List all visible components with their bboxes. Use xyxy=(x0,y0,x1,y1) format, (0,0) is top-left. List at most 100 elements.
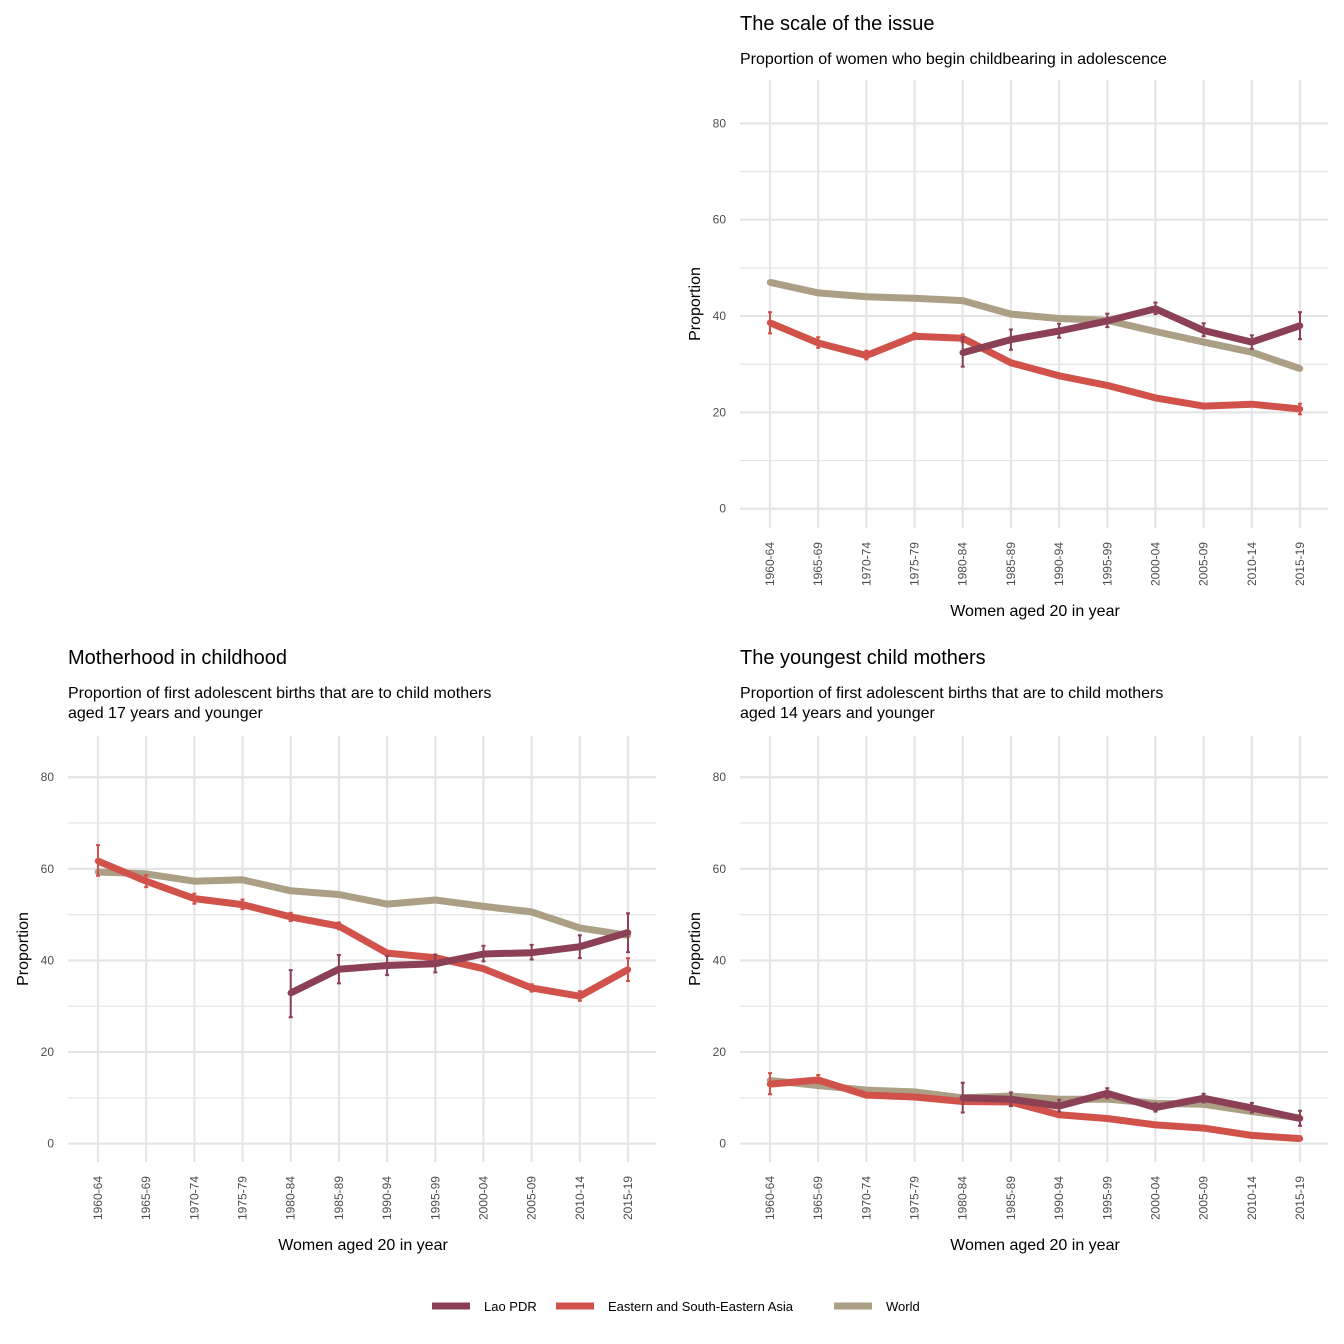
data-point-world xyxy=(959,297,966,304)
data-point-world xyxy=(1200,338,1207,346)
x-tick-label: 1990-94 xyxy=(380,1176,394,1220)
data-point-eastern-and-south-eastern-asia xyxy=(814,1076,822,1084)
panel-scale-of-issue: 0 20 40 60 80 1960-64 1965-69 1970-74 1975-79 198… xyxy=(687,13,1328,620)
data-point-eastern-and-south-eastern-asia xyxy=(142,878,150,885)
data-point-eastern-and-south-eastern-asia xyxy=(1152,1121,1159,1129)
data-point-eastern-and-south-eastern-asia xyxy=(1007,359,1015,366)
data-point-world xyxy=(1152,328,1159,335)
series-line-world xyxy=(769,278,1302,372)
y-tick-label: 40 xyxy=(713,309,727,323)
y-tick-label: 60 xyxy=(713,862,727,876)
x-tick-label: 1960-64 xyxy=(763,542,777,586)
x-tick-label: 1975-79 xyxy=(908,1176,922,1220)
x-tick-label: 1975-79 xyxy=(236,1176,250,1220)
y-tick-label: 20 xyxy=(713,1045,727,1059)
legend-item-eastern-and-south-eastern-asia: Eastern and South-Eastern Asia xyxy=(556,1299,794,1314)
data-point-eastern-and-south-eastern-asia xyxy=(287,913,294,921)
x-tick-label: 1970-74 xyxy=(187,1176,201,1220)
series-lao-pdr xyxy=(287,912,632,1019)
panel-title: The youngest child mothers xyxy=(740,647,986,669)
panel-motherhood-in-childhood: 0 20 40 60 80 1960-64 1965-69 1970-74 1975-79 198… xyxy=(15,647,656,1254)
data-point-world xyxy=(766,279,774,286)
x-tick-label: 1965-69 xyxy=(139,1176,153,1220)
data-point-world xyxy=(239,876,246,884)
data-point-lao-pdr xyxy=(576,943,584,950)
y-tick-label: 40 xyxy=(713,953,727,967)
legend-label: World xyxy=(886,1299,920,1314)
data-point-lao-pdr xyxy=(1248,338,1256,346)
data-point-world xyxy=(480,903,487,910)
y-tick-label: 80 xyxy=(41,770,55,784)
x-tick-label: 2015-19 xyxy=(621,1176,635,1220)
x-tick-label: 1980-84 xyxy=(956,1176,970,1220)
x-tick-label: 1970-74 xyxy=(859,542,873,586)
legend-item-lao-pdr: Lao PDR xyxy=(432,1299,537,1314)
y-tick-label: 60 xyxy=(41,862,55,876)
data-point-lao-pdr xyxy=(624,929,632,936)
data-point-world xyxy=(335,891,343,898)
y-tick-label: 20 xyxy=(713,405,727,419)
data-point-world xyxy=(576,924,584,932)
x-tick-label: 1995-99 xyxy=(428,1176,442,1220)
y-axis-title: Proportion xyxy=(15,912,32,986)
data-point-eastern-and-south-eastern-asia xyxy=(1055,1111,1063,1119)
x-tick-label: 2015-19 xyxy=(1293,542,1307,586)
series-line-world xyxy=(97,868,629,939)
data-point-lao-pdr xyxy=(1007,1096,1015,1103)
x-tick-label: 1995-99 xyxy=(1100,1176,1114,1220)
data-point-world xyxy=(1007,310,1015,318)
data-point-eastern-and-south-eastern-asia xyxy=(766,1080,774,1088)
data-point-eastern-and-south-eastern-asia xyxy=(94,857,102,865)
data-point-world xyxy=(432,896,439,904)
series-eastern-and-south-eastern-asia xyxy=(94,844,632,1002)
data-point-world xyxy=(911,295,918,302)
series-eastern-and-south-eastern-asia xyxy=(766,311,1304,416)
x-axis-title: Women aged 20 in year xyxy=(950,1237,1120,1254)
data-point-lao-pdr xyxy=(480,950,487,958)
legend-item-world: World xyxy=(834,1299,920,1314)
data-point-lao-pdr xyxy=(1200,327,1207,334)
legend-label: Eastern and South-Eastern Asia xyxy=(608,1299,794,1314)
data-point-lao-pdr xyxy=(383,962,391,969)
data-point-eastern-and-south-eastern-asia xyxy=(383,949,391,957)
y-tick-label: 80 xyxy=(713,116,727,130)
data-point-lao-pdr xyxy=(432,960,439,967)
data-point-eastern-and-south-eastern-asia xyxy=(1248,400,1256,408)
y-axis-title: Proportion xyxy=(687,912,704,986)
x-tick-label: 2005-09 xyxy=(525,1176,539,1220)
x-tick-label: 1985-89 xyxy=(1004,1176,1018,1220)
series-line-eastern-and-south-eastern-asia xyxy=(96,857,630,1000)
panel-youngest-child-mothers: 0 20 40 60 80 1960-64 1965-69 1970-74 1975-79 198… xyxy=(687,647,1328,1254)
x-tick-label: 1985-89 xyxy=(332,1176,346,1220)
data-point-lao-pdr xyxy=(1152,305,1159,313)
legend-label: Lao PDR xyxy=(484,1299,537,1314)
data-point-lao-pdr xyxy=(1104,1090,1111,1097)
data-point-lao-pdr xyxy=(1055,1102,1063,1110)
x-tick-label: 1970-74 xyxy=(859,1176,873,1220)
data-point-lao-pdr xyxy=(1152,1104,1159,1111)
data-point-eastern-and-south-eastern-asia xyxy=(1104,382,1111,389)
data-point-eastern-and-south-eastern-asia xyxy=(1296,1135,1304,1142)
data-point-lao-pdr xyxy=(1055,327,1063,335)
data-point-world xyxy=(528,908,535,916)
data-point-world xyxy=(814,289,822,297)
x-tick-label: 2005-09 xyxy=(1197,1176,1211,1220)
data-point-world xyxy=(1248,348,1256,356)
panel-subtitle: aged 14 years and younger xyxy=(740,705,935,722)
data-point-lao-pdr xyxy=(528,949,535,956)
data-point-eastern-and-south-eastern-asia xyxy=(1200,1124,1207,1132)
data-point-lao-pdr xyxy=(335,965,343,973)
x-tick-label: 2005-09 xyxy=(1197,542,1211,586)
y-tick-label: 40 xyxy=(41,953,55,967)
data-point-eastern-and-south-eastern-asia xyxy=(814,339,822,347)
y-tick-label: 20 xyxy=(41,1045,55,1059)
data-point-eastern-and-south-eastern-asia xyxy=(480,965,487,972)
series-lao-pdr xyxy=(959,1081,1304,1127)
x-tick-label: 1995-99 xyxy=(1100,542,1114,586)
x-axis-title: Women aged 20 in year xyxy=(950,603,1120,620)
x-tick-label: 1990-94 xyxy=(1052,542,1066,586)
panel-subtitle: Proportion of first adolescent births th… xyxy=(68,685,491,702)
x-tick-label: 1965-69 xyxy=(811,1176,825,1220)
data-point-eastern-and-south-eastern-asia xyxy=(863,1091,870,1099)
